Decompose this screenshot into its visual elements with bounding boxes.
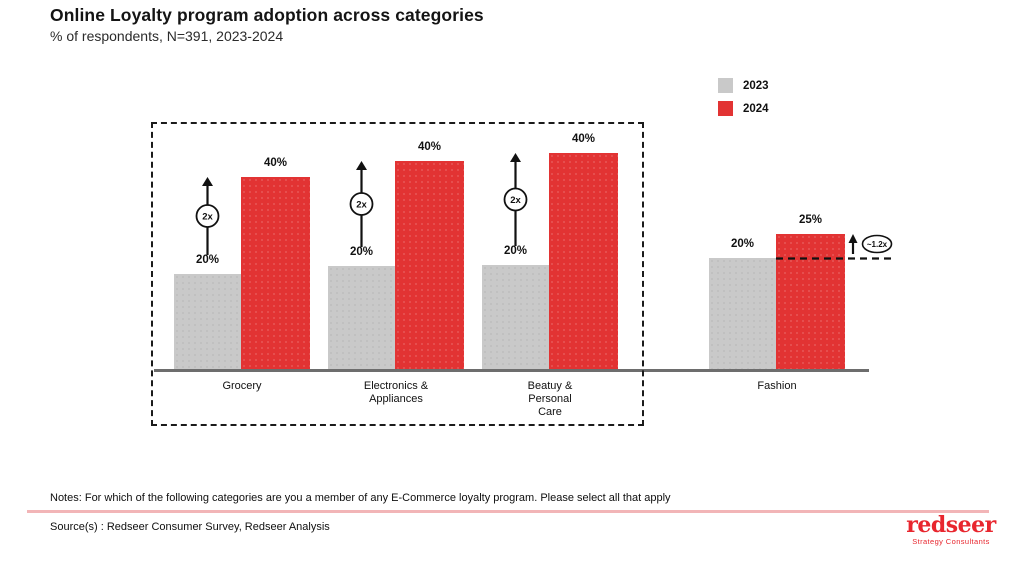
value-label-2023-1: 20%	[349, 246, 374, 258]
redseer-tagline: Strategy Consultants	[912, 537, 990, 546]
value-label-2023-0: 20%	[195, 254, 220, 266]
source-text: Source(s) : Redseer Consumer Survey, Red…	[50, 521, 330, 533]
redseer-wordmark: redseer	[906, 512, 996, 538]
legend-label-2024: 2024	[743, 102, 769, 115]
bar-2023-1	[328, 266, 395, 371]
value-label-2024-0: 40%	[263, 157, 288, 169]
value-label-2024-2: 40%	[571, 133, 596, 145]
value-label-2023-2: 20%	[503, 245, 528, 257]
category-label-0: Grocery	[222, 380, 262, 392]
legend-swatch-2023	[718, 78, 733, 93]
bar-2023-0	[174, 274, 241, 371]
bar-2024-1	[395, 161, 464, 371]
footer-divider	[27, 510, 989, 513]
x-axis	[154, 369, 869, 372]
highlight-box	[151, 122, 644, 426]
legend-item-2024: 2024	[718, 101, 769, 116]
legend-item-2023: 2023	[718, 78, 769, 93]
fashion-arrow-head	[848, 234, 858, 243]
bar-2024-3	[776, 234, 845, 371]
legend: 2023 2024	[718, 78, 769, 116]
notes-text: Notes: For which of the following catego…	[50, 492, 671, 504]
page-title: Online Loyalty program adoption across c…	[50, 5, 484, 25]
bar-2023-2	[482, 265, 549, 371]
category-label-3: Fashion	[757, 380, 797, 392]
page-subtitle: % of respondents, N=391, 2023-2024	[50, 28, 284, 44]
legend-swatch-2024	[718, 101, 733, 116]
category-label-2: Beatuy & Personal Care	[527, 380, 573, 418]
value-label-2023-3: 20%	[730, 238, 755, 250]
value-label-2024-1: 40%	[417, 141, 442, 153]
bar-2024-0	[241, 177, 310, 371]
bar-2024-2	[549, 153, 618, 371]
fashion-multiplier-label: ~1.2x	[867, 240, 888, 249]
fashion-multiplier-ellipse	[861, 234, 893, 254]
value-label-2024-3: 25%	[798, 214, 823, 226]
legend-label-2023: 2023	[743, 79, 769, 92]
bar-2023-3	[709, 258, 776, 371]
category-label-1: Electronics & Appliances	[363, 380, 429, 405]
redseer-logo: redseer Strategy Consultants	[906, 513, 996, 546]
